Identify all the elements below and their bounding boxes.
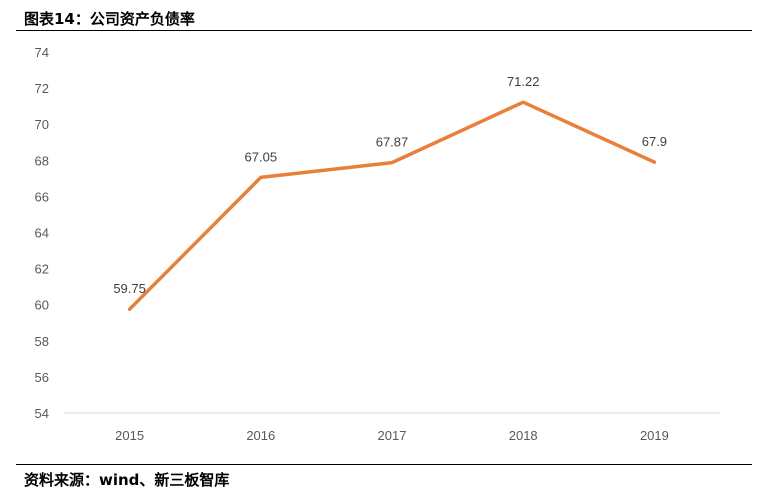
data-labels: 59.75 67.05 67.87 71.22 67.9 (113, 74, 667, 296)
data-label: 71.22 (507, 74, 540, 89)
x-tick-label: 2018 (509, 428, 538, 443)
y-tick-label: 66 (35, 189, 49, 204)
data-label: 67.05 (245, 149, 278, 164)
y-tick-label: 74 (35, 45, 49, 60)
source-note: 资料来源：wind、新三板智库 (24, 471, 230, 489)
y-tick-label: 70 (35, 117, 49, 132)
chart-title: 图表14：公司资产负债率 (24, 10, 195, 28)
x-axis-ticks: 2015 2016 2017 2018 2019 (115, 428, 669, 443)
y-tick-label: 72 (35, 81, 49, 96)
y-tick-label: 58 (35, 334, 49, 349)
y-tick-label: 62 (35, 262, 49, 277)
data-label: 67.9 (642, 134, 667, 149)
chart-area: 54 56 58 60 62 64 66 68 70 72 74 2015 2016 2017 2018 2… (0, 32, 760, 464)
series-line (127, 100, 657, 311)
y-tick-label: 64 (35, 226, 49, 241)
chart-header: 图表14：公司资产负债率 (16, 6, 752, 31)
x-tick-label: 2017 (378, 428, 407, 443)
chart-footer: 资料来源：wind、新三板智库 (16, 464, 752, 491)
x-tick-label: 2016 (246, 428, 275, 443)
y-tick-label: 68 (35, 153, 49, 168)
y-tick-label: 60 (35, 298, 49, 313)
y-axis-ticks: 54 56 58 60 62 64 66 68 70 72 74 (35, 45, 49, 421)
data-label: 59.75 (113, 281, 146, 296)
y-tick-label: 54 (35, 406, 49, 421)
x-tick-label: 2019 (640, 428, 669, 443)
data-label: 67.87 (376, 135, 409, 150)
x-tick-label: 2015 (115, 428, 144, 443)
y-tick-label: 56 (35, 370, 49, 385)
